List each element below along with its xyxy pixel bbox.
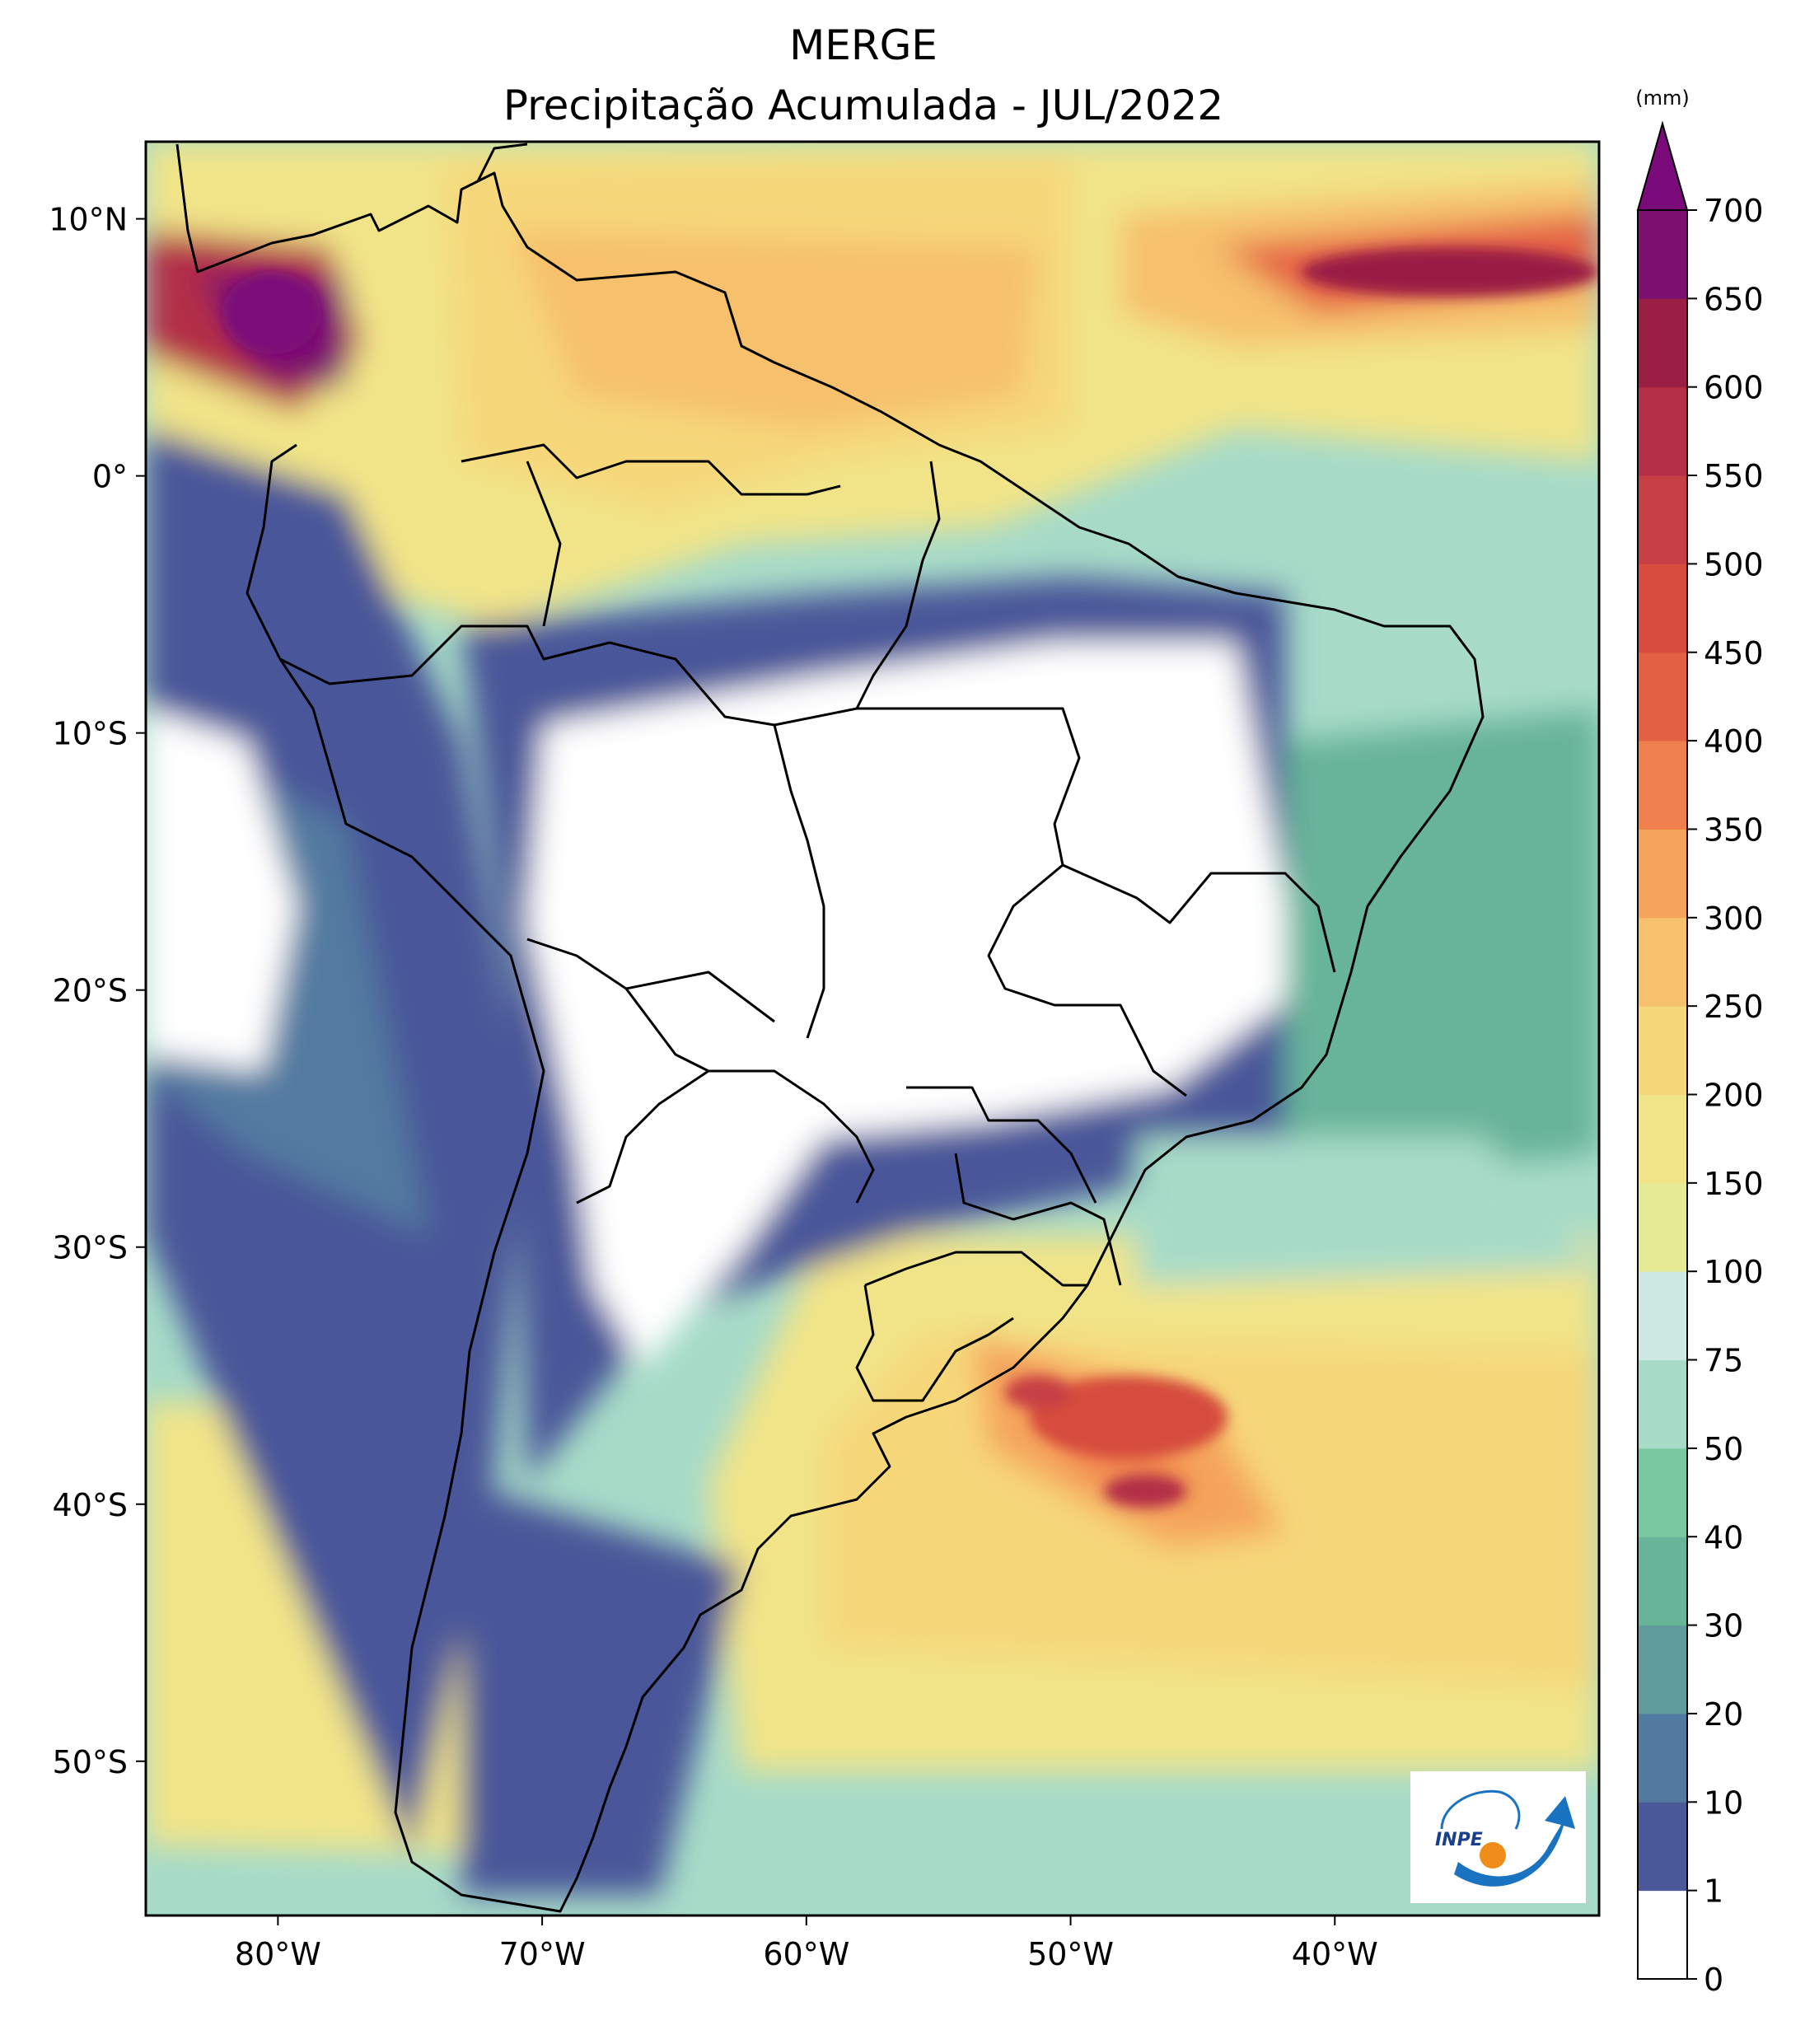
longitude-axis: 80°W 70°W 60°W 50°W 40°W (235, 1915, 1378, 1972)
lat-tick-label: 10°N (49, 202, 128, 238)
lat-tick-label: 30°S (53, 1230, 128, 1266)
lon-tick-label: 60°W (763, 1936, 849, 1972)
colorbar-tick-label: 450 (1704, 635, 1764, 671)
latitude-axis: 10°N 0° 10°S 20°S 30°S 40°S 50°S (49, 202, 146, 1780)
lat-tick-label: 40°S (53, 1487, 128, 1523)
colorbar-tick-label: 250 (1704, 989, 1764, 1025)
colorbar-tick-label: 600 (1704, 370, 1764, 406)
colorbar-bin (1638, 652, 1687, 741)
lat-tick-label: 20°S (53, 973, 128, 1009)
colorbar-unit: (mm) (1635, 87, 1689, 110)
colorbar-bin (1638, 1537, 1687, 1626)
colorbar-bin (1638, 564, 1687, 653)
colorbar-tick-label: 300 (1704, 900, 1764, 937)
colorbar-bin (1638, 1448, 1687, 1537)
colorbar-bin (1638, 829, 1687, 919)
logo-text: INPE (1435, 1830, 1483, 1850)
colorbar-tick-label: 0 (1704, 1962, 1723, 1998)
colorbar-tick-label: 100 (1704, 1254, 1764, 1290)
colorbar-bin (1638, 1006, 1687, 1095)
title-line-1: MERGE (789, 21, 938, 69)
colorbar-bin (1638, 475, 1687, 564)
colorbar-bin (1638, 1271, 1687, 1361)
colorbar-bin (1638, 298, 1687, 388)
colorbar-bin (1638, 1359, 1687, 1449)
colorbar-tick-label: 500 (1704, 546, 1764, 582)
colorbar-bin (1638, 386, 1687, 476)
colorbar-tick-label: 700 (1704, 193, 1764, 229)
political-boundaries (175, 143, 1485, 1913)
colorbar-tick-label: 50 (1704, 1431, 1743, 1467)
colorbar-tick-label: 550 (1704, 458, 1764, 494)
lon-tick-label: 70°W (499, 1936, 586, 1972)
colorbar-bin (1638, 210, 1687, 299)
colorbar-tick-label: 400 (1704, 723, 1764, 760)
colorbar-bin (1638, 1625, 1687, 1714)
logo-sun-icon (1480, 1842, 1506, 1869)
lon-tick-label: 40°W (1292, 1936, 1378, 1972)
colorbar-tick-label: 200 (1704, 1078, 1764, 1114)
colorbar-tick-label: 10 (1704, 1784, 1743, 1821)
lat-tick-label: 10°S (53, 716, 128, 752)
colorbar-bin (1638, 1890, 1687, 1980)
colorbar-tick-label: 75 (1704, 1343, 1743, 1379)
colorbar-bin (1638, 917, 1687, 1007)
lat-tick-label: 50°S (53, 1744, 128, 1780)
colorbar-bin (1638, 1802, 1687, 1892)
colorbar: (mm) 0 1 10 20 30 40 50 75 100 150 200 250 300 350 400… (1635, 87, 1763, 1998)
colorbar-tick-label: 30 (1704, 1608, 1743, 1644)
inpe-logo: INPE (1410, 1771, 1586, 1903)
colorbar-extend-arrow (1636, 120, 1689, 211)
colorbar-tick-label: 350 (1704, 812, 1764, 848)
lon-tick-label: 80°W (235, 1936, 321, 1972)
precipitation-field (146, 142, 1599, 1915)
lon-tick-label: 50°W (1027, 1936, 1114, 1972)
lat-tick-label: 0° (92, 459, 128, 495)
map-frame (144, 140, 1601, 1917)
colorbar-tick-label: 20 (1704, 1696, 1743, 1733)
colorbar-tick-label: 1 (1704, 1873, 1723, 1910)
colorbar-bin (1638, 1094, 1687, 1184)
colorbar-tick-label: 150 (1704, 1166, 1764, 1202)
colorbar-bin (1638, 1182, 1687, 1272)
title-line-2: Precipitação Acumulada - JUL/2022 (503, 82, 1223, 129)
colorbar-bin (1638, 741, 1687, 830)
colorbar-tick-label: 40 (1704, 1519, 1743, 1555)
logo-arrow-icon (1454, 1796, 1575, 1887)
colorbar-bin (1638, 1713, 1687, 1803)
colorbar-tick-label: 650 (1704, 281, 1764, 317)
logo-swirl-icon (1440, 1789, 1521, 1830)
